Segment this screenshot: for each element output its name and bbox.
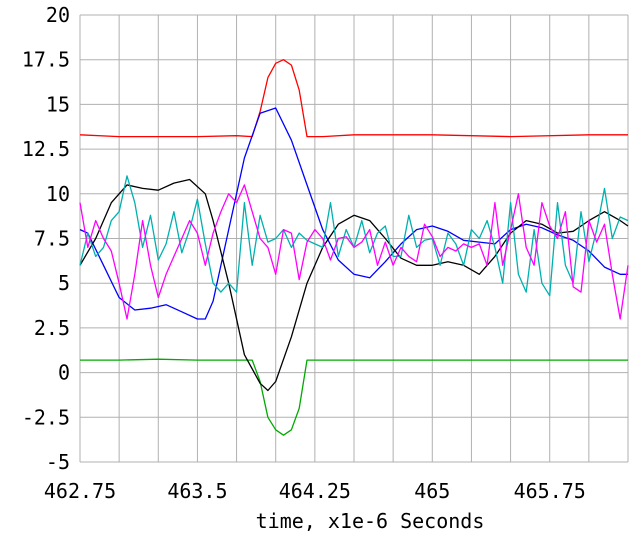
y-tick-label: 0: [58, 361, 70, 385]
series-line-2: [80, 358, 628, 436]
x-tick-label: 463.5: [167, 479, 227, 503]
grid: [79, 14, 629, 463]
y-tick-label: 17.5: [22, 48, 70, 72]
series-line-1: [79, 59, 628, 138]
y-tick-label: 10: [46, 182, 70, 206]
y-tick-label: 5: [58, 271, 70, 295]
y-tick-label: 12.5: [22, 137, 70, 161]
x-axis-label: time, x1e-6 Seconds: [256, 509, 485, 533]
x-tick-label: 462.75: [44, 479, 116, 503]
y-axis-ticks: 20 17.5 15 12.5 10 7.5 5 2.5 0 -2.5 -5: [22, 3, 70, 474]
x-tick-label: 464.25: [279, 479, 351, 503]
y-tick-label: -2.5: [22, 405, 70, 429]
y-tick-label: -5: [46, 450, 70, 474]
x-axis-ticks: 462.75 463.5 464.25 465 465.75: [44, 479, 586, 503]
y-tick-label: 2.5: [34, 316, 70, 340]
x-tick-label: 465: [414, 479, 450, 503]
y-tick-label: 7.5: [34, 227, 70, 251]
y-tick-label: 20: [46, 3, 70, 27]
y-tick-label: 15: [46, 92, 70, 116]
series-layer: [79, 59, 629, 436]
series-line-6: [79, 184, 629, 320]
x-tick-label: 465.75: [514, 479, 586, 503]
